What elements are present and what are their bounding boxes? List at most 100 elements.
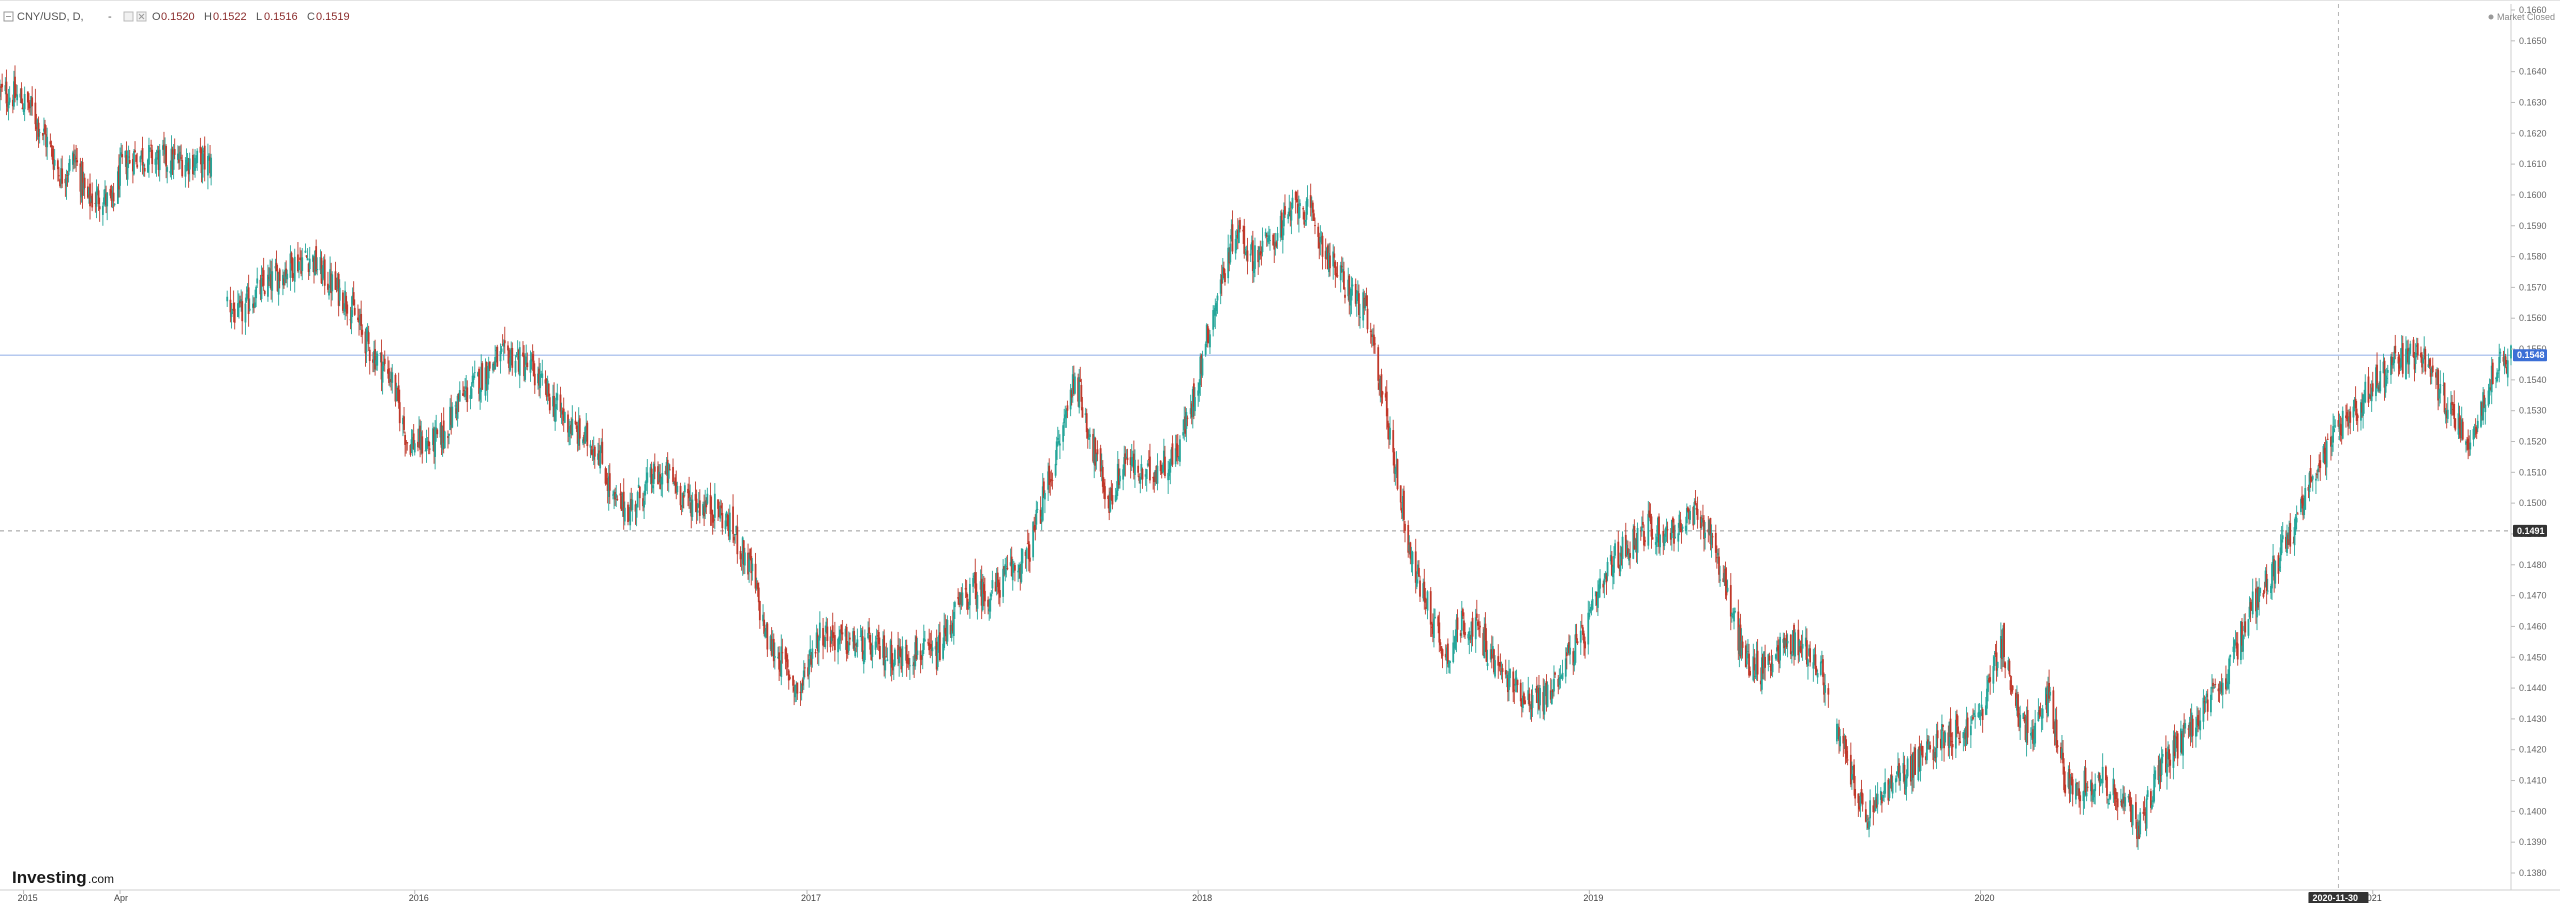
candle — [166, 165, 169, 184]
candle — [2212, 678, 2214, 693]
candle — [1296, 189, 1299, 225]
candle — [824, 625, 827, 650]
candle — [2176, 731, 2179, 767]
candle — [619, 483, 622, 509]
candle — [1948, 721, 1951, 759]
candle — [1745, 643, 1748, 670]
candle — [409, 444, 412, 457]
candle — [645, 467, 648, 491]
candle — [2382, 353, 2385, 374]
candle — [208, 153, 210, 161]
candle — [320, 251, 323, 284]
candle — [2153, 765, 2156, 804]
candle — [1815, 665, 1818, 676]
candle — [396, 387, 399, 402]
candle — [1289, 201, 1292, 227]
candle — [233, 302, 236, 330]
candle — [1995, 640, 1998, 682]
candle — [2108, 793, 2111, 805]
candle — [2474, 418, 2477, 438]
candle — [237, 290, 239, 318]
candle — [1373, 324, 1375, 354]
candle — [1364, 292, 1367, 311]
candle — [1419, 575, 1421, 603]
candle — [1251, 230, 1254, 284]
close-icon[interactable] — [136, 11, 147, 22]
candle — [29, 100, 31, 116]
candle — [1320, 231, 1323, 245]
candle — [181, 154, 184, 178]
candle — [646, 459, 649, 495]
x-tick-label: 2017 — [801, 893, 821, 903]
candle — [2258, 578, 2261, 616]
candle — [1490, 635, 1493, 669]
candle — [2300, 497, 2302, 515]
candle — [1324, 238, 1327, 270]
candle — [440, 412, 443, 456]
candle — [1516, 679, 1519, 693]
candle — [1425, 598, 1428, 609]
candle — [2390, 353, 2392, 384]
candle — [2460, 406, 2463, 441]
candle — [1662, 524, 1665, 555]
settings-icon[interactable] — [123, 11, 134, 22]
candle — [2097, 771, 2100, 781]
candle — [1613, 546, 1615, 585]
candle — [1947, 725, 1950, 757]
candle — [758, 600, 761, 629]
candle — [961, 583, 964, 607]
candle — [435, 414, 438, 442]
candle — [380, 339, 383, 392]
candle — [22, 103, 25, 115]
candle — [1153, 471, 1156, 493]
candle — [2203, 695, 2206, 714]
candle — [770, 627, 773, 657]
candle — [1395, 451, 1398, 478]
candle — [636, 490, 639, 508]
candle — [148, 137, 150, 178]
candle — [1224, 268, 1226, 286]
candle — [2325, 439, 2328, 481]
candle — [893, 647, 896, 667]
candle — [840, 624, 843, 644]
candle — [2244, 613, 2247, 637]
candle — [2150, 788, 2152, 813]
candle — [1625, 539, 1628, 557]
candle — [2063, 758, 2065, 793]
candle — [1494, 655, 1496, 679]
candle — [239, 295, 241, 308]
candle — [1843, 733, 1846, 749]
candle — [2191, 715, 2194, 749]
candle — [533, 363, 536, 394]
candle — [1648, 502, 1651, 518]
candle — [538, 357, 540, 397]
candle — [1221, 257, 1224, 284]
candle — [1542, 678, 1545, 720]
candle — [2218, 681, 2221, 703]
candle — [1139, 472, 1142, 494]
candle — [2220, 673, 2223, 696]
candle — [2279, 534, 2282, 572]
candle — [674, 474, 677, 494]
candle — [972, 572, 975, 593]
candle — [2116, 792, 2119, 821]
candle — [800, 682, 803, 701]
candle — [2488, 378, 2491, 405]
candle — [1609, 545, 1612, 565]
candle — [199, 137, 202, 165]
candle — [1197, 382, 1200, 407]
candle — [1190, 400, 1193, 425]
candle — [101, 202, 104, 226]
candle — [583, 432, 585, 448]
candle — [1034, 514, 1037, 541]
candle — [882, 631, 884, 666]
candle — [825, 616, 828, 634]
candle — [682, 491, 685, 509]
legend-collapse-icon[interactable] — [3, 11, 14, 22]
candle — [210, 153, 213, 186]
candle — [1695, 503, 1698, 515]
candle — [526, 352, 529, 371]
investing-logo[interactable]: Investing .com — [12, 868, 114, 887]
